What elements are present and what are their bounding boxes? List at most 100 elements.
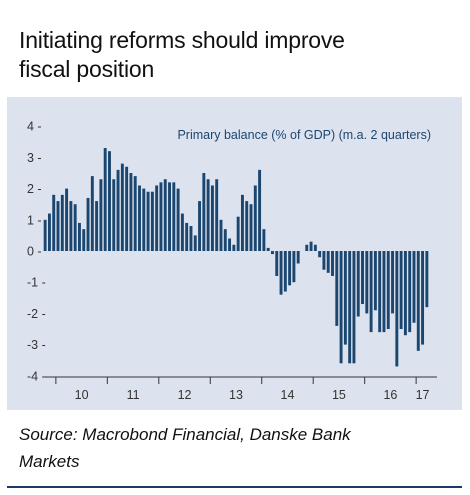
bar (112, 179, 116, 251)
bar (318, 251, 322, 258)
bar-chart: Primary balance (% of GDP) (m.a. 2 quart… (27, 120, 437, 402)
bar (60, 194, 64, 251)
bar (228, 238, 232, 251)
bar (408, 251, 412, 333)
bar (326, 251, 330, 273)
bar (223, 229, 227, 251)
bar (155, 185, 159, 251)
y-tick-label: 4 - (27, 120, 42, 134)
bar (103, 148, 107, 251)
bar (322, 251, 326, 270)
bar (215, 179, 219, 251)
y-axis: 4 - 3 - 2 - 1 - 0 - -1 - -2 - -3 - -4 - (27, 120, 46, 384)
bar (146, 191, 150, 251)
bar (266, 247, 270, 251)
bar (386, 251, 390, 329)
x-tick-label: 13 (229, 388, 243, 402)
bar (90, 176, 94, 251)
bar (99, 179, 103, 251)
bar (425, 251, 429, 308)
bar (193, 235, 197, 251)
bar (163, 179, 167, 251)
x-axis: 10 11 12 13 14 15 16 17 (43, 376, 437, 402)
bar (159, 182, 163, 251)
bar (180, 213, 184, 251)
bar (361, 251, 364, 305)
bar (168, 182, 171, 251)
x-tick-label: 11 (127, 388, 140, 402)
bars (43, 148, 429, 367)
bar (125, 166, 129, 251)
bar (150, 191, 154, 251)
bar (343, 251, 347, 345)
chart-panel: Primary balance (% of GDP) (m.a. 2 quart… (7, 97, 462, 410)
bar (279, 251, 283, 295)
bar (65, 188, 69, 251)
bar (262, 229, 266, 251)
bar (416, 251, 420, 351)
bottom-rule (7, 486, 462, 488)
bar (176, 188, 180, 251)
bar (73, 204, 77, 251)
bar (138, 185, 141, 251)
bar (142, 188, 146, 251)
bar (253, 185, 257, 251)
bar (395, 251, 399, 367)
title-line-1: Initiating reforms should improve (19, 27, 345, 53)
bar (356, 251, 360, 317)
source-note: Source: Macrobond Financial, Danske Bank… (19, 421, 459, 475)
y-tick-label: 3 - (27, 151, 42, 165)
bar (288, 251, 292, 286)
legend-entry: Primary balance (% of GDP) (m.a. 2 quart… (177, 128, 431, 142)
bar (210, 185, 214, 251)
bar (335, 251, 339, 326)
bar (245, 201, 249, 251)
bar (129, 173, 133, 251)
bar (391, 251, 395, 314)
bar (296, 251, 300, 264)
bar (69, 201, 73, 251)
x-tick-label: 12 (178, 388, 192, 402)
bar (403, 251, 407, 336)
bar (202, 173, 206, 251)
bar (185, 222, 189, 251)
bar (108, 151, 111, 251)
bar (219, 219, 223, 251)
bar (283, 251, 287, 292)
y-tick-label: 2 - (27, 182, 42, 196)
bar (352, 251, 356, 364)
x-tick-label: 16 (383, 388, 397, 402)
bar (309, 241, 313, 251)
bar (339, 251, 343, 364)
chart-title: Initiating reforms should improve fiscal… (19, 26, 459, 84)
bar (56, 201, 60, 251)
title-line-2: fiscal position (19, 56, 155, 82)
bar (369, 251, 373, 333)
bar (172, 182, 176, 251)
bar (382, 251, 386, 333)
y-tick-label: 1 - (27, 213, 42, 227)
bar (365, 251, 369, 314)
source-line-1: Source: Macrobond Financial, Danske Bank (19, 425, 351, 444)
bar (258, 169, 262, 251)
bar (133, 176, 137, 251)
bar (95, 201, 99, 251)
source-line-2: Markets (19, 452, 80, 471)
bar (47, 213, 51, 251)
y-tick-label: -1 - (27, 276, 46, 290)
bar (78, 222, 81, 251)
x-tick-label: 10 (75, 388, 89, 402)
bar (412, 251, 416, 323)
bar (271, 251, 274, 255)
bar (86, 197, 90, 251)
bar (399, 251, 403, 329)
bar (198, 201, 202, 251)
bar (348, 251, 352, 364)
bar (52, 194, 56, 251)
bar (275, 251, 279, 276)
y-tick-label: -2 - (27, 307, 46, 321)
bar (232, 244, 236, 251)
bar (249, 204, 253, 251)
bar (116, 169, 120, 251)
bar (82, 229, 86, 251)
